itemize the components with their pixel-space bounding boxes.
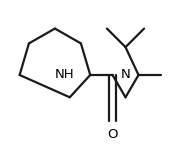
Text: N: N <box>121 69 130 81</box>
Text: O: O <box>107 128 118 141</box>
Text: NH: NH <box>54 69 74 81</box>
